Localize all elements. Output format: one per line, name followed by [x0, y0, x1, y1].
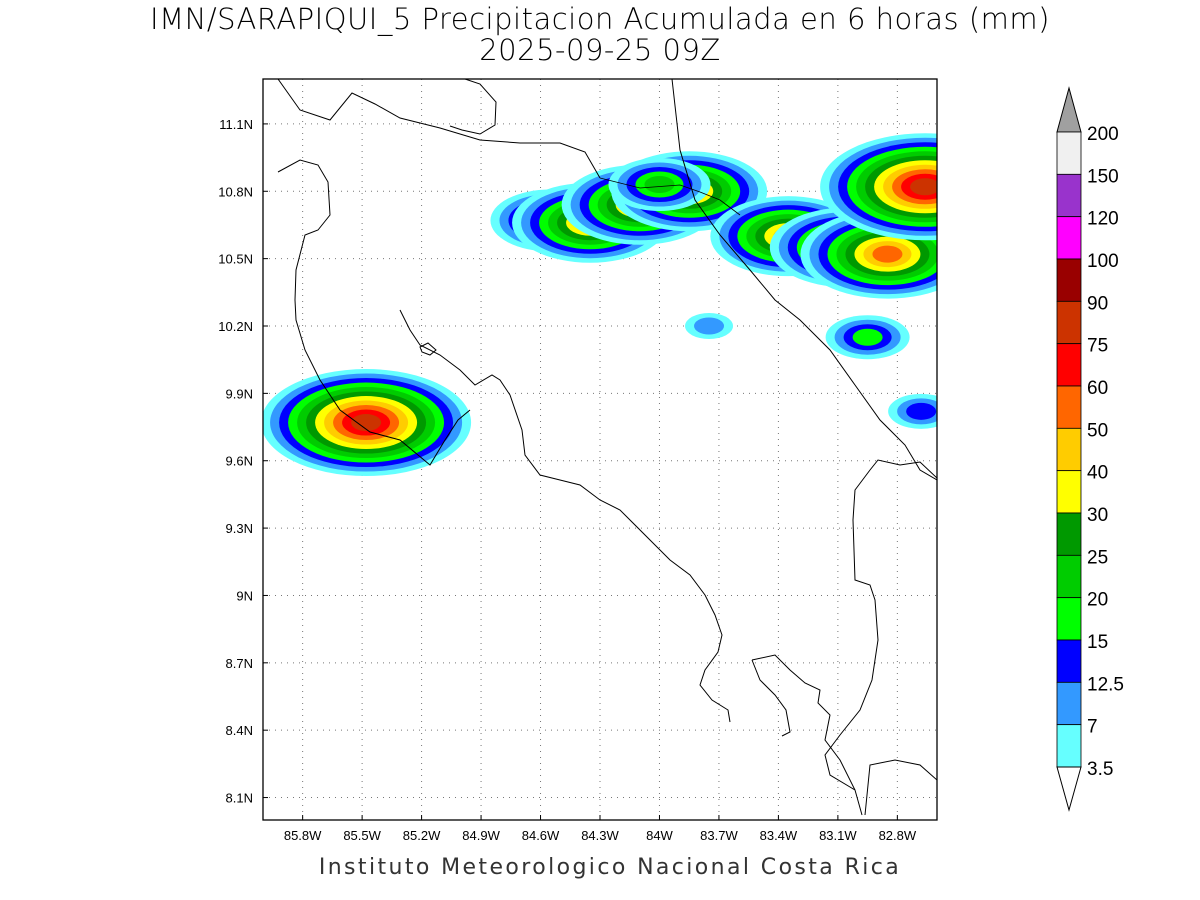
lat-tick-label: 9N: [236, 588, 253, 603]
legend-level-label: 30: [1087, 505, 1108, 526]
legend-level-label: 100: [1087, 251, 1119, 272]
legend-level-label: 3.5: [1087, 759, 1113, 780]
coastline-golfo-dulce: [751, 659, 791, 737]
legend-under-arrow: [1056, 766, 1082, 812]
lat-tick-label: 10.8N: [218, 184, 253, 199]
precip-contour: [910, 178, 937, 196]
coastline-north: [277, 79, 601, 179]
lat-tick-label: 9.6N: [226, 454, 253, 469]
legend-swatch: [1056, 300, 1082, 345]
legend-level-label: 15: [1087, 632, 1108, 653]
legend-level-label: 90: [1087, 293, 1108, 314]
border-line: [599, 177, 741, 216]
footer-credit: Instituto Meteorologico Nacional Costa R…: [318, 855, 902, 880]
lon-tick-label: 84.6W: [522, 828, 560, 843]
lon-tick-label: 83.4W: [760, 828, 798, 843]
lon-tick-label: 85.2W: [403, 828, 441, 843]
coastline-southeast: [864, 759, 937, 816]
precip-contour: [644, 176, 675, 194]
lon-tick-label: 84.9W: [462, 828, 500, 843]
precip-contour: [872, 245, 903, 263]
lon-tick-label: 83.1W: [819, 828, 857, 843]
legend-swatch: [1056, 681, 1082, 726]
legend-swatch: [1056, 724, 1082, 768]
legend-swatch: [1056, 173, 1082, 218]
lon-tick-label: 85.5W: [343, 828, 381, 843]
legend-level-label: 120: [1087, 209, 1119, 230]
lon-tick-label: 82.8W: [879, 828, 917, 843]
legend-swatch: [1056, 258, 1082, 302]
precip-cell: [685, 313, 734, 339]
legend-level-label: 150: [1087, 166, 1119, 187]
lat-tick-label: 9.9N: [226, 386, 253, 401]
lon-tick-label: 84W: [646, 828, 673, 843]
legend-level-label: 20: [1087, 590, 1108, 611]
legend-swatch: [1056, 131, 1082, 175]
legend-level-label: 75: [1087, 336, 1108, 357]
lat-tick-label: 8.7N: [226, 656, 253, 671]
axis-labels: 85.8W 85.5W 85.2W 84.9W 84.6W 84.3W 84W 83.7W 83…: [218, 117, 917, 843]
precip-cell: [825, 315, 910, 360]
legend-level-label: 25: [1087, 547, 1108, 568]
legend-swatch: [1056, 470, 1082, 514]
legend-level-label: 12.5: [1087, 674, 1124, 695]
coastline-gulf-nicoya: [399, 309, 731, 723]
precip-contour: [906, 402, 937, 420]
legend-level-label: 200: [1087, 124, 1119, 145]
legend-level-label: 50: [1087, 420, 1108, 441]
precip-contour: [351, 414, 382, 432]
precip-cell: [263, 369, 472, 477]
lat-tick-label: 11.1N: [219, 117, 253, 132]
legend-level-label: 7: [1087, 717, 1098, 738]
lat-tick-label: 9.3N: [226, 521, 253, 536]
coastline-panama-caribbean: [824, 459, 937, 791]
coastline-nicoya-outer: [277, 159, 471, 466]
precip-contour: [852, 328, 883, 346]
legend-swatch: [1056, 427, 1082, 472]
legend-swatch: [1056, 639, 1082, 683]
legend-swatch: [1056, 216, 1082, 260]
coastline-island: [419, 342, 437, 356]
legend-swatch: [1056, 385, 1082, 429]
map-title: IMN/SARAPIQUI_5 Precipitacion Acumulada …: [150, 2, 1050, 36]
map-subtitle: 2025-09-25 09Z: [479, 33, 721, 67]
color-legend: 200 150 120 100 90 75 60 50 40 30 25 20 15 12.5 7 3.5: [1056, 86, 1124, 812]
coastline-caribbean: [671, 79, 937, 481]
lat-tick-label: 8.4N: [226, 723, 253, 738]
precip-cell: [608, 158, 711, 212]
lon-tick-label: 85.8W: [284, 828, 322, 843]
legend-over-arrow: [1056, 86, 1082, 133]
legend-swatch: [1056, 512, 1082, 556]
precip-cell: [888, 393, 937, 429]
lon-tick-label: 83.7W: [700, 828, 738, 843]
precip-cell: [820, 133, 937, 241]
coastline-lake-nicaragua: [449, 79, 497, 135]
precip-contour: [694, 317, 725, 335]
lat-tick-label: 8.1N: [226, 791, 253, 806]
coastline: [277, 79, 937, 816]
legend-level-label: 40: [1087, 463, 1108, 484]
lon-tick-label: 84.3W: [581, 828, 619, 843]
lat-tick-label: 10.5N: [218, 252, 253, 267]
legend-level-label: 60: [1087, 378, 1108, 399]
legend-swatch: [1056, 597, 1082, 641]
lat-tick-label: 10.2N: [218, 319, 253, 334]
legend-swatch: [1056, 554, 1082, 599]
legend-swatch: [1056, 343, 1082, 387]
coastline-osa: [751, 654, 863, 816]
precipitation-field: [263, 133, 937, 477]
